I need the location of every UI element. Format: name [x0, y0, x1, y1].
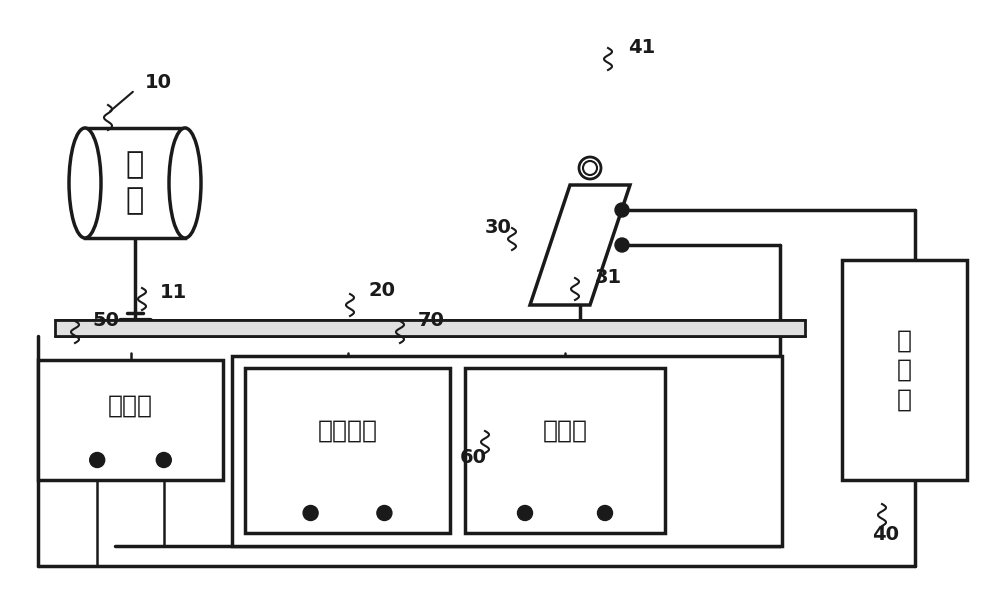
Text: 电压表: 电压表 — [108, 393, 153, 417]
Circle shape — [615, 203, 629, 217]
Text: 11: 11 — [160, 283, 187, 302]
Circle shape — [90, 453, 105, 468]
Bar — [85, 128, 185, 238]
Bar — [38, 360, 223, 480]
Ellipse shape — [579, 157, 601, 179]
Circle shape — [598, 505, 613, 520]
Text: 10: 10 — [145, 73, 172, 92]
Bar — [232, 356, 782, 546]
Bar — [55, 320, 805, 336]
Circle shape — [377, 505, 392, 520]
Ellipse shape — [583, 161, 597, 175]
Polygon shape — [530, 185, 630, 305]
Circle shape — [518, 505, 532, 520]
Text: 70: 70 — [418, 311, 445, 330]
Circle shape — [615, 238, 629, 252]
Text: 照
度
计: 照 度 计 — [897, 328, 912, 411]
Text: 可变负载: 可变负载 — [318, 419, 378, 443]
Text: 60: 60 — [460, 448, 487, 467]
Text: 40: 40 — [872, 525, 899, 544]
Circle shape — [303, 505, 318, 520]
Text: 光
源: 光 源 — [126, 151, 144, 215]
Bar — [842, 260, 967, 480]
Ellipse shape — [69, 128, 101, 238]
Circle shape — [156, 453, 171, 468]
Text: 电流表: 电流表 — [543, 419, 588, 443]
Ellipse shape — [169, 128, 201, 238]
Text: 20: 20 — [368, 281, 395, 300]
Text: 31: 31 — [595, 268, 622, 287]
Text: 41: 41 — [628, 38, 655, 57]
Text: 50: 50 — [92, 311, 119, 330]
Bar — [465, 368, 665, 533]
Text: 30: 30 — [485, 218, 512, 237]
Bar — [245, 368, 450, 533]
